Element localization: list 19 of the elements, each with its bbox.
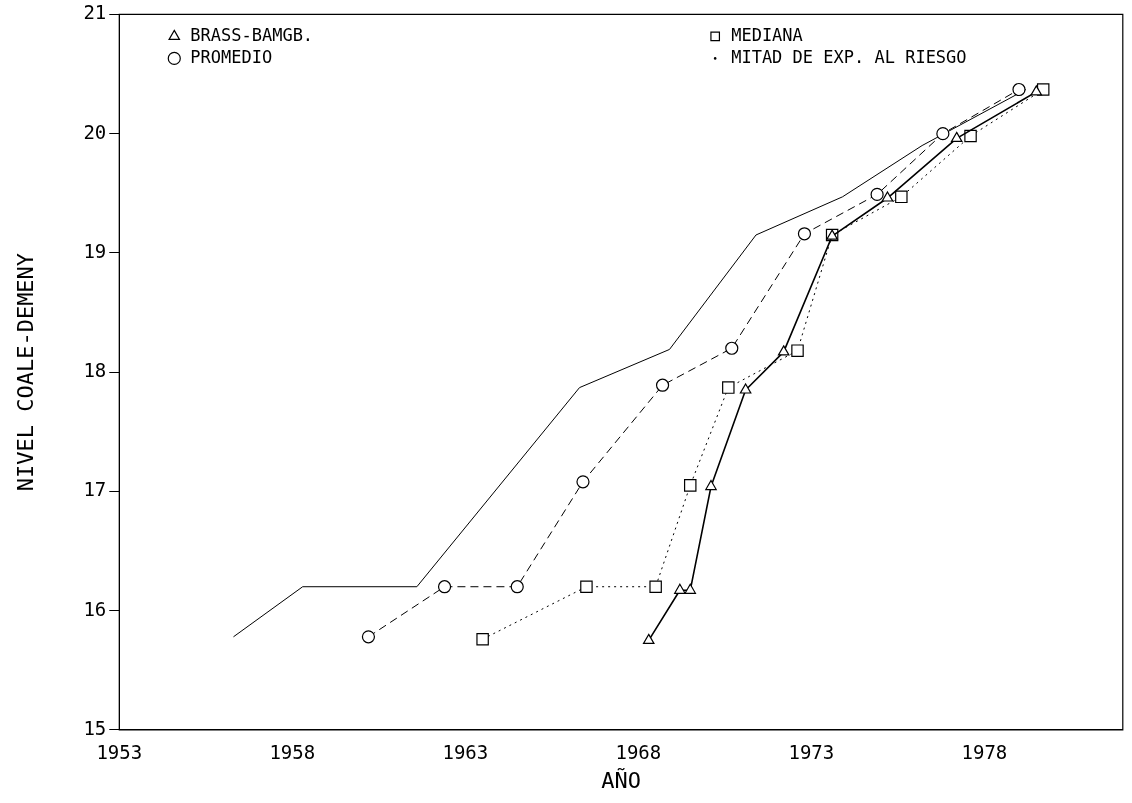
x-tick-label: 1978: [961, 741, 1008, 764]
y-tick-label: 17: [83, 478, 107, 501]
y-tick-label: 18: [83, 359, 107, 382]
legend-label: MEDIANA: [731, 24, 803, 45]
text: MITAD DE EXP. AL RIESGO: [731, 46, 967, 67]
x-tick-label: 1958: [269, 741, 316, 764]
y-tick-label: 20: [83, 120, 107, 143]
x-tick-label: 1963: [442, 741, 489, 764]
x-tick-label: 1968: [615, 741, 662, 764]
x-axis-title: AÑO: [601, 766, 641, 793]
y-tick-label: 15: [83, 716, 107, 739]
y-tick-label: 19: [83, 239, 107, 262]
legend-label: BRASS-BAMGB.: [190, 24, 314, 45]
legend-label: PROMEDIO: [190, 46, 273, 67]
x-tick-label: 1953: [96, 741, 143, 764]
y-axis-title: NIVEL COALE-DEMENY: [12, 252, 38, 492]
y-tick-label: 16: [83, 597, 107, 620]
y-tick-label: 21: [83, 1, 107, 24]
x-tick-label: 1973: [788, 741, 835, 764]
